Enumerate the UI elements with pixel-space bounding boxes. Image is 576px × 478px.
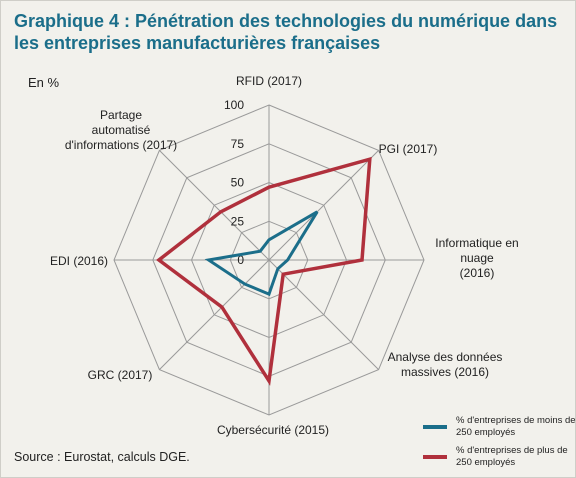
tick-label-0: 0	[237, 253, 244, 267]
grid-spoke-5	[159, 259, 270, 370]
axis-label-2: Informatique en nuage (2016)	[435, 236, 518, 280]
source-note: Source : Eurostat, calculs DGE.	[14, 450, 190, 464]
legend-swatch-large	[423, 455, 447, 459]
tick-label-50: 50	[231, 176, 245, 190]
legend-item-small: % d'entreprises de moins de 250 employés	[423, 413, 576, 443]
legend-label-large: % d'entreprises de plus de 250 employés	[456, 445, 568, 468]
radar-labels: RFID (2017) PGI (2017) Informatique en nuag…	[50, 74, 519, 437]
grid-spoke-1	[268, 150, 379, 261]
axis-label-1: PGI (2017)	[379, 142, 438, 156]
axis-label-7: Partage automatisé d'informations (2017)	[65, 108, 177, 152]
legend: % d'entreprises de moins de 250 employés…	[423, 413, 576, 473]
radar-series	[156, 156, 372, 386]
axis-label-0: RFID (2017)	[236, 74, 302, 88]
chart-title: Graphique 4 : Pénétration des technologi…	[14, 11, 558, 53]
grid-spoke-3	[268, 259, 379, 370]
axis-label-6: EDI (2016)	[50, 254, 108, 268]
series-line-0	[204, 210, 319, 297]
axis-label-4: Cybersécurité (2015)	[217, 423, 329, 437]
unit-label: En %	[28, 75, 60, 90]
series-line-1	[156, 156, 372, 386]
legend-label-small: % d'entreprises de moins de 250 employés	[456, 415, 576, 438]
legend-swatch-small	[423, 425, 447, 429]
grid-spoke-7	[159, 150, 270, 261]
axis-label-3: Analyse des données massives (2016)	[388, 350, 503, 379]
tick-label-75: 75	[231, 137, 245, 151]
legend-item-large: % d'entreprises de plus de 250 employés	[423, 443, 573, 473]
tick-label-100: 100	[224, 98, 244, 112]
tick-label-25: 25	[231, 214, 245, 228]
axis-label-5: GRC (2017)	[88, 368, 153, 382]
